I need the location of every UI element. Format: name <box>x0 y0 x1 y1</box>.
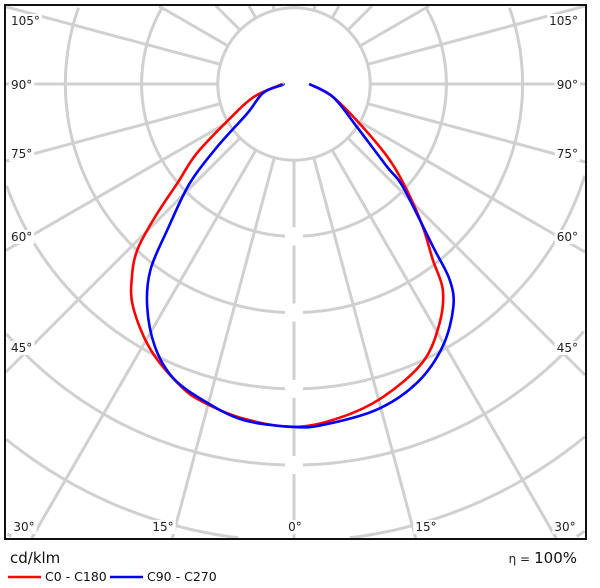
grid-radial-line <box>5 120 229 252</box>
angle-label-left-45: 45° <box>11 341 32 355</box>
label-background <box>9 341 35 355</box>
efficiency-symbol: η = <box>509 552 530 566</box>
angle-label-left-75: 75° <box>11 147 32 161</box>
legend-label-c0-c180: C0 - C180 <box>45 569 107 584</box>
grid-ring <box>5 330 585 467</box>
grid-radial-line <box>330 5 341 19</box>
label-background <box>552 520 578 534</box>
series-curve-c90-c270 <box>145 82 456 429</box>
grid-radial-line <box>214 4 242 32</box>
bottom-angle-labels: 30° 15° 0° 15° 30° <box>11 520 578 534</box>
angle-label-right-90: 90° <box>557 78 578 92</box>
unit-label: cd/klm <box>10 549 60 567</box>
grid-radial-line <box>247 5 258 19</box>
grid-ring <box>216 6 372 162</box>
grid-radial-line <box>312 157 418 539</box>
efficiency-value: 100% <box>534 549 577 567</box>
label-background <box>554 341 580 355</box>
label-background <box>9 78 35 92</box>
legend-label-c90-c270: C90 - C270 <box>147 569 217 584</box>
grid-radial-line <box>346 4 374 32</box>
grid-ring <box>5 435 586 540</box>
label-background <box>554 147 580 161</box>
label-background <box>547 14 580 28</box>
angle-label-right-75: 75° <box>557 147 578 161</box>
chart-frame <box>4 4 587 540</box>
label-background <box>413 520 439 534</box>
angle-label-bottom-0: 0° <box>288 520 302 534</box>
series-curve-c0-c180 <box>129 82 445 429</box>
polar-grid <box>4 4 587 540</box>
label-background <box>554 230 580 244</box>
grid-ring <box>6 530 586 538</box>
label-background <box>9 230 35 244</box>
angle-label-left-60: 60° <box>11 230 32 244</box>
legend: C0 - C180 C90 - C270 <box>8 569 217 584</box>
angle-label-right-60: 60° <box>557 230 578 244</box>
angle-label-bottom-15-right: 15° <box>415 520 436 534</box>
angle-label-left-90: 90° <box>11 78 32 92</box>
grid-radial-line <box>271 5 276 11</box>
right-angle-labels: 105° 90° 75° 60° 45° <box>547 14 580 355</box>
grid-radial-line <box>359 120 586 254</box>
label-background <box>11 520 37 534</box>
angle-label-bottom-15-left: 15° <box>152 520 173 534</box>
angle-label-right-105: 105° <box>549 14 578 28</box>
grid-ring <box>63 7 525 315</box>
angle-label-right-45: 45° <box>557 341 578 355</box>
left-angle-labels: 105° 90° 75° 60° 45° <box>9 14 42 355</box>
grid-radial-line <box>170 157 276 539</box>
grid-radial-line <box>5 102 221 163</box>
label-background <box>9 147 35 161</box>
grid-radial-line <box>30 149 258 539</box>
grid-radial-line <box>158 4 229 48</box>
grid-radial-line <box>359 4 430 48</box>
grid-radial-line <box>4 136 242 374</box>
grid-radial-line <box>367 102 586 164</box>
axis-gap <box>285 227 303 246</box>
grid-radial-line <box>312 5 317 11</box>
axis-gap <box>285 456 303 474</box>
grid-radial-line <box>346 136 587 377</box>
efficiency-label: η = 100% <box>509 549 577 567</box>
grid-ring <box>5 175 587 391</box>
angle-labels: 105° 90° 75° 60° 45° 105° 90° 75° 60° 45… <box>9 14 580 534</box>
angle-label-bottom-30-right: 30° <box>554 520 575 534</box>
axis-gap <box>285 379 303 398</box>
label-background <box>150 520 176 534</box>
axis-gap <box>285 303 303 322</box>
label-background <box>286 520 304 534</box>
angle-label-left-105: 105° <box>11 14 40 28</box>
label-background <box>9 14 42 28</box>
intensity-curves <box>129 82 456 429</box>
label-background <box>554 78 580 92</box>
angle-label-bottom-30-left: 30° <box>13 520 34 534</box>
